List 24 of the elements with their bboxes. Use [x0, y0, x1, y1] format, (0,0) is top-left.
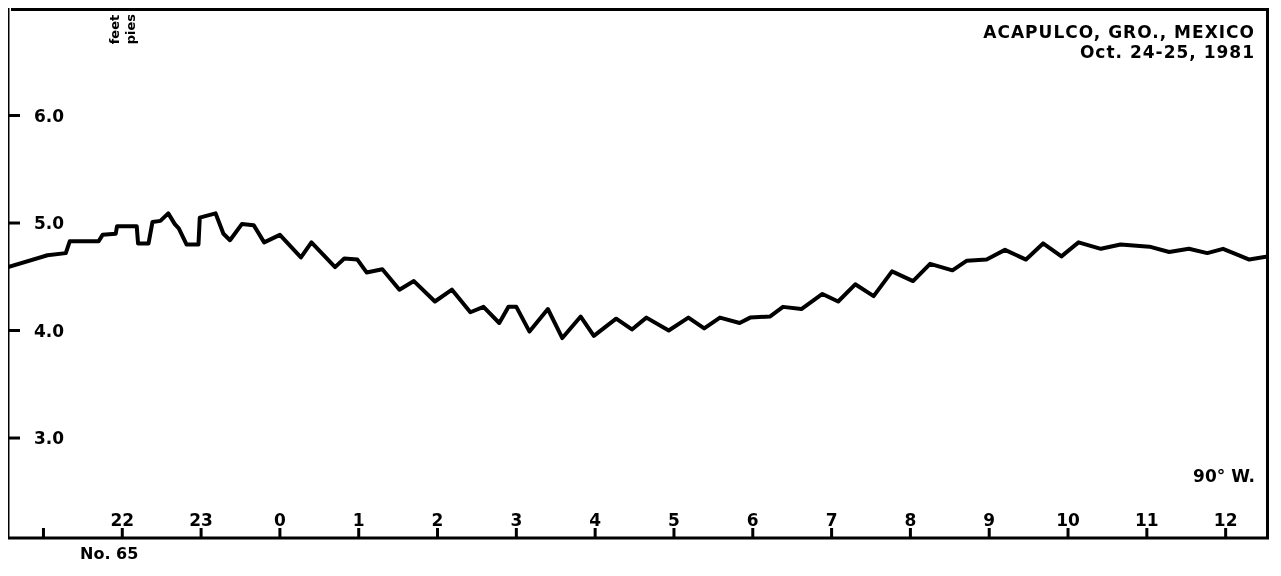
x-tick-label: 22: [110, 510, 135, 530]
y-axis-title: feet pies: [107, 14, 138, 45]
x-tick-label: 11: [1135, 510, 1159, 530]
x-tick-label: 9: [983, 510, 996, 530]
x-tick-label: 12: [1213, 510, 1238, 530]
y-tick-label: 4.0: [34, 320, 65, 341]
x-tick-label: 8: [904, 510, 917, 530]
x-tick-label: 1: [352, 510, 365, 530]
x-tick-label: 3: [510, 510, 523, 530]
x-tick-label: 10: [1056, 510, 1081, 530]
x-tick-label: 6: [746, 510, 759, 530]
y-tick-label: 6.0: [34, 105, 65, 126]
text: ACAPULCO, GRO., MEXICO: [983, 22, 1255, 42]
x-tick-label: 7: [825, 510, 838, 530]
y-tick-label: 3.0: [34, 428, 65, 449]
x-tick-label: 23: [189, 510, 213, 530]
text: Oct. 24-25, 1981: [1078, 42, 1255, 62]
x-tick-label: 2: [431, 510, 444, 530]
x-tick-label: 0: [273, 510, 286, 530]
x-tick-label: 4: [589, 510, 602, 530]
annotation: 90° W.: [1193, 466, 1255, 486]
text: No. 65: [80, 544, 139, 563]
y-tick-label: 5.0: [34, 213, 65, 234]
x-tick-label: 5: [668, 510, 680, 530]
